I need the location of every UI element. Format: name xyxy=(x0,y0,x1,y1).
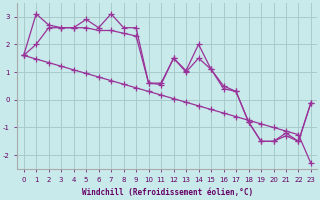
X-axis label: Windchill (Refroidissement éolien,°C): Windchill (Refroidissement éolien,°C) xyxy=(82,188,253,197)
